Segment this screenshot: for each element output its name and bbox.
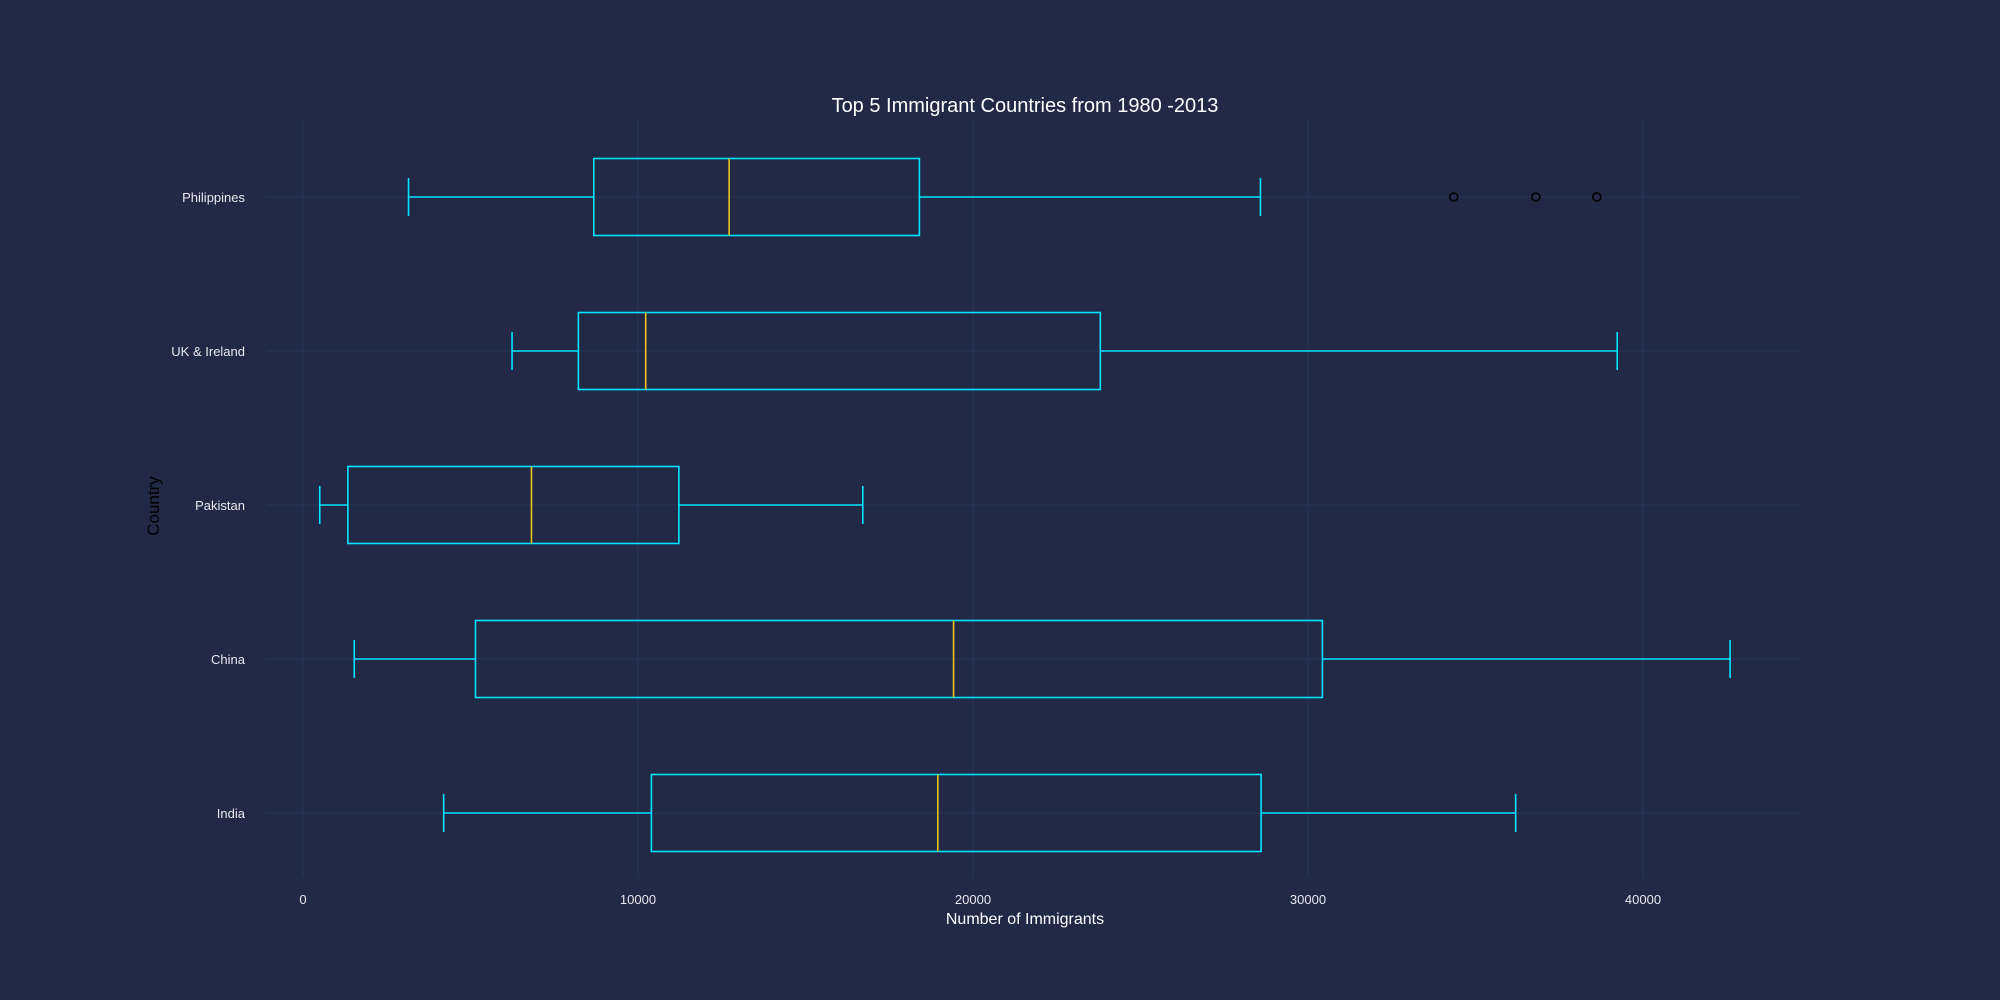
x-axis-label: Number of Immigrants (946, 911, 1104, 928)
tick-layer: 0 10000 20000 30000 40000 India China Pakistan U… (171, 190, 1661, 907)
outlier-point (1531, 192, 1541, 202)
x-tick-label: 10000 (620, 892, 656, 907)
box-group (318, 465, 864, 545)
iqr-box (592, 157, 921, 237)
box-layer (318, 157, 1731, 853)
y-tick-label: Pakistan (195, 498, 245, 513)
box-group (407, 157, 1602, 237)
iqr-box (474, 619, 1324, 699)
y-tick-label: Philippines (182, 190, 245, 205)
y-axis-label: Country (144, 476, 163, 536)
outlier-point (1448, 192, 1459, 202)
chart-title: Top 5 Immigrant Countries from 1980 -201… (832, 95, 1219, 117)
outlier-point (1591, 192, 1602, 202)
box-group (353, 619, 1731, 699)
x-tick-label: 0 (299, 892, 306, 907)
x-tick-label: 20000 (955, 892, 991, 907)
iqr-box (347, 465, 680, 545)
iqr-box (650, 773, 1262, 853)
box-group (442, 773, 1517, 853)
y-tick-label: China (211, 652, 246, 667)
box-group (511, 311, 1619, 391)
y-tick-label: UK & Ireland (171, 344, 245, 359)
x-tick-label: 30000 (1290, 892, 1326, 907)
x-tick-label: 40000 (1625, 892, 1661, 907)
iqr-box (577, 311, 1102, 391)
y-tick-label: India (217, 806, 246, 821)
